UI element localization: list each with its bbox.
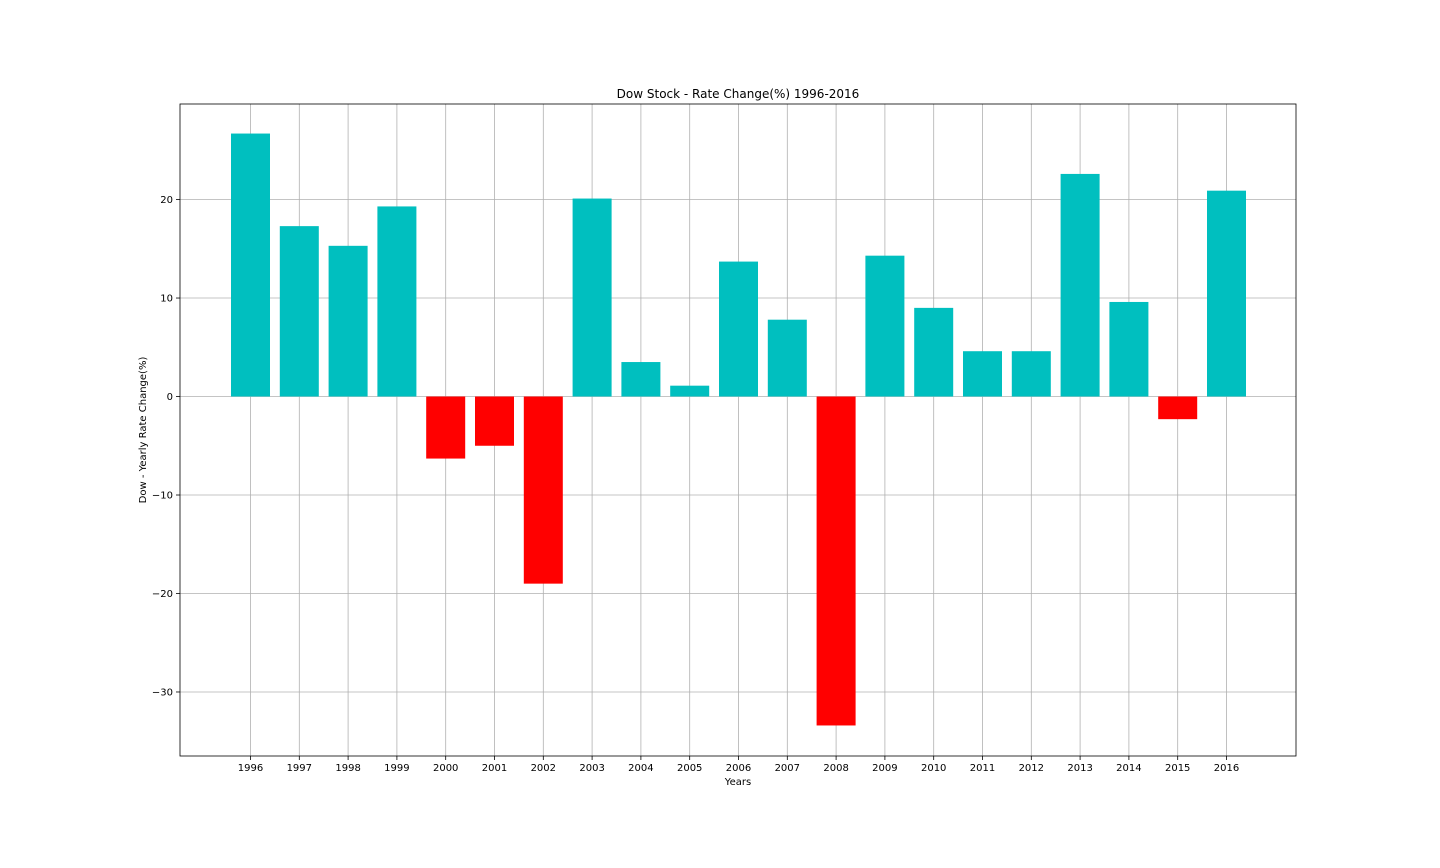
bar-2005 <box>670 385 710 397</box>
y-tick-label: −20 <box>152 589 173 600</box>
bar-2001 <box>475 396 514 446</box>
bar-2000 <box>426 396 466 459</box>
x-tick-label: 2015 <box>1165 763 1190 774</box>
bar-1999 <box>377 206 417 397</box>
y-tick-label: −10 <box>152 491 173 502</box>
x-tick-label: 1999 <box>384 763 409 774</box>
plot-frame <box>179 103 1297 757</box>
bar-2002 <box>523 396 563 584</box>
bar-2015 <box>1158 396 1198 420</box>
x-tick-label: 2003 <box>579 763 604 774</box>
bar-2008 <box>816 396 856 726</box>
x-tick-label: 2002 <box>531 763 556 774</box>
x-tick-label: 2004 <box>628 763 653 774</box>
bar-2009 <box>865 255 905 397</box>
bar-1998 <box>328 245 368 397</box>
bar-2010 <box>914 307 954 397</box>
x-tick-label: 2011 <box>970 763 995 774</box>
x-tick-label: 2005 <box>677 763 702 774</box>
x-tick-label: 2016 <box>1214 763 1239 774</box>
bar-2011 <box>963 351 1002 397</box>
x-tick-label: 1997 <box>287 763 312 774</box>
x-axis-label: Years <box>724 777 751 788</box>
bar-2013 <box>1060 173 1100 397</box>
x-axis-ticks: 1996 1997 1998 1999 2000 2001 2002 2003 2004 2005… <box>238 756 1239 774</box>
y-tick-label: 0 <box>167 392 173 403</box>
y-axis-ticks: −30 −20 −10 0 10 20 <box>152 195 180 698</box>
x-tick-label: 2001 <box>482 763 507 774</box>
y-tick-label: −30 <box>152 687 173 698</box>
y-axis-label: Dow - Yearly Rate Change(%) <box>138 357 149 504</box>
x-tick-label: 2009 <box>872 763 897 774</box>
x-tick-label: 2007 <box>775 763 800 774</box>
bar-2003 <box>572 198 612 397</box>
y-tick-label: 20 <box>160 195 173 206</box>
bar-2016 <box>1207 190 1246 397</box>
grid-lines <box>180 104 1296 756</box>
bar-2012 <box>1011 351 1051 397</box>
x-tick-label: 1998 <box>335 763 360 774</box>
bars <box>231 133 1246 726</box>
chart-title: Dow Stock - Rate Change(%) 1996-2016 <box>617 87 860 101</box>
bar-2004 <box>621 362 661 397</box>
bar-2006 <box>719 261 758 397</box>
x-tick-label: 2000 <box>433 763 458 774</box>
x-tick-label: 2014 <box>1116 763 1141 774</box>
x-tick-label: 2010 <box>921 763 946 774</box>
bar-1996 <box>231 133 270 397</box>
bar-2014 <box>1109 301 1149 397</box>
bar-2007 <box>767 319 807 397</box>
x-tick-label: 2012 <box>1019 763 1044 774</box>
bar-1997 <box>279 226 319 397</box>
x-tick-label: 1996 <box>238 763 263 774</box>
x-tick-label: 2008 <box>823 763 848 774</box>
x-tick-label: 2013 <box>1067 763 1092 774</box>
y-tick-label: 10 <box>160 294 173 305</box>
x-tick-label: 2006 <box>726 763 751 774</box>
